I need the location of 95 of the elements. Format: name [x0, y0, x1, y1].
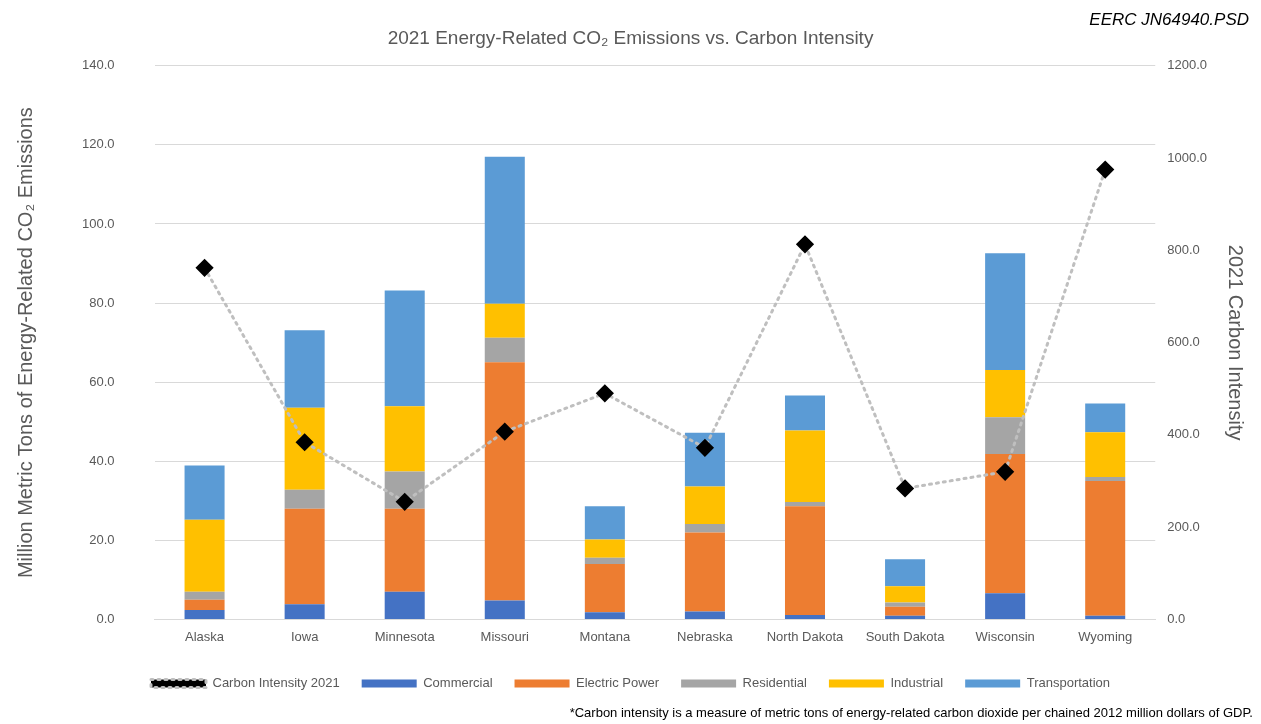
bar [184, 591, 225, 600]
point [396, 493, 414, 511]
bar [584, 564, 625, 613]
bar [885, 602, 926, 607]
bar [484, 303, 525, 338]
point [796, 235, 814, 253]
point [996, 463, 1014, 481]
x-tick-label: South Dakota [865, 628, 946, 644]
x-tick-label: Iowa [290, 628, 320, 644]
bar [184, 609, 225, 619]
bar [184, 599, 225, 610]
bar [1085, 615, 1126, 619]
point [1096, 161, 1114, 179]
text: *Carbon intensity is a measure of metric tons of energy-related carbon dioxide per chained 2012 million dollars of GDP. [569, 705, 1253, 720]
bar [684, 611, 725, 619]
bar [985, 593, 1026, 619]
legend-label: Carbon Intensity 2021 [212, 675, 340, 691]
y-tick-label: 140.0 [81, 57, 115, 73]
bar [684, 486, 725, 525]
y2-tick-label: 200.0 [1167, 518, 1200, 534]
bar [384, 406, 425, 472]
bar [684, 532, 725, 612]
x-tick-label: Nebraska [677, 628, 734, 644]
bar [384, 290, 425, 407]
bar [284, 508, 325, 605]
y-axis-title: Million Metric Tons of Energy-Related CO₂ Emissions [13, 107, 36, 579]
bar [885, 586, 926, 603]
chart-title: 2021 Energy-Related CO₂ Emissions vs. Carbon Intensity [387, 26, 874, 48]
bar [184, 519, 225, 592]
bar [484, 362, 525, 601]
y-tick-label: 100.0 [81, 215, 115, 231]
bar [1085, 481, 1126, 616]
point [596, 384, 614, 402]
bar [284, 489, 325, 509]
bar [784, 506, 826, 616]
y-tick-label: 120.0 [81, 136, 115, 152]
bar [384, 508, 425, 592]
x-tick-label: Minnesota [374, 628, 436, 644]
bar [284, 330, 325, 408]
bar [784, 430, 826, 502]
y-tick-label: 0.0 [96, 610, 115, 626]
bar [484, 156, 525, 304]
y-tick-label: 20.0 [89, 531, 115, 547]
bar [184, 465, 225, 520]
bar [484, 337, 525, 363]
bar [784, 395, 826, 431]
bar [584, 506, 625, 540]
bar [584, 557, 625, 565]
bar [885, 606, 926, 616]
legend-label: Industrial [890, 675, 944, 691]
bar [784, 501, 826, 507]
x-tick-label: Wisconsin [975, 628, 1035, 644]
point [496, 423, 514, 441]
x-tick-label: Montana [579, 628, 631, 644]
y2-tick-label: 600.0 [1167, 334, 1200, 350]
legend-label: Commercial [423, 675, 493, 691]
y2-tick-label: 800.0 [1167, 241, 1200, 257]
x-tick-label: Alaska [185, 628, 225, 644]
bar [1085, 477, 1126, 481]
point [696, 439, 714, 457]
y2-axis-title: 2021 Carbon Intensity [1225, 244, 1248, 441]
bar [384, 591, 425, 619]
bar [584, 539, 625, 558]
bar [284, 407, 325, 490]
y2-tick-label: 400.0 [1167, 426, 1200, 442]
point [896, 479, 914, 497]
bar [985, 369, 1026, 418]
bar [284, 604, 325, 619]
legend-label: Electric Power [576, 675, 660, 691]
bar [885, 615, 926, 619]
bar [885, 559, 926, 587]
bar [584, 612, 625, 619]
text: EERC JN64940.PSD [1089, 10, 1249, 30]
bar [985, 454, 1026, 594]
y-tick-label: 40.0 [89, 452, 115, 468]
point [296, 433, 314, 451]
y-tick-label: 80.0 [89, 294, 115, 310]
bar [684, 524, 725, 533]
bar [1085, 432, 1126, 478]
legend-label: Transportation [1026, 675, 1111, 691]
y2-tick-label: 1000.0 [1167, 149, 1207, 165]
x-tick-label: Wyoming [1078, 628, 1133, 644]
bar [1085, 403, 1126, 433]
x-tick-label: Missouri [480, 628, 530, 644]
bar [985, 417, 1026, 455]
bar [684, 432, 725, 487]
y-tick-label: 60.0 [89, 373, 115, 389]
bar [784, 615, 826, 619]
bar [484, 600, 525, 619]
legend-label: Residential [742, 675, 808, 691]
bar [985, 253, 1026, 370]
y2-tick-label: 1200.0 [1167, 57, 1207, 73]
y2-tick-label: 0.0 [1167, 610, 1186, 626]
point [196, 259, 214, 277]
x-tick-label: North Dakota [766, 628, 845, 644]
